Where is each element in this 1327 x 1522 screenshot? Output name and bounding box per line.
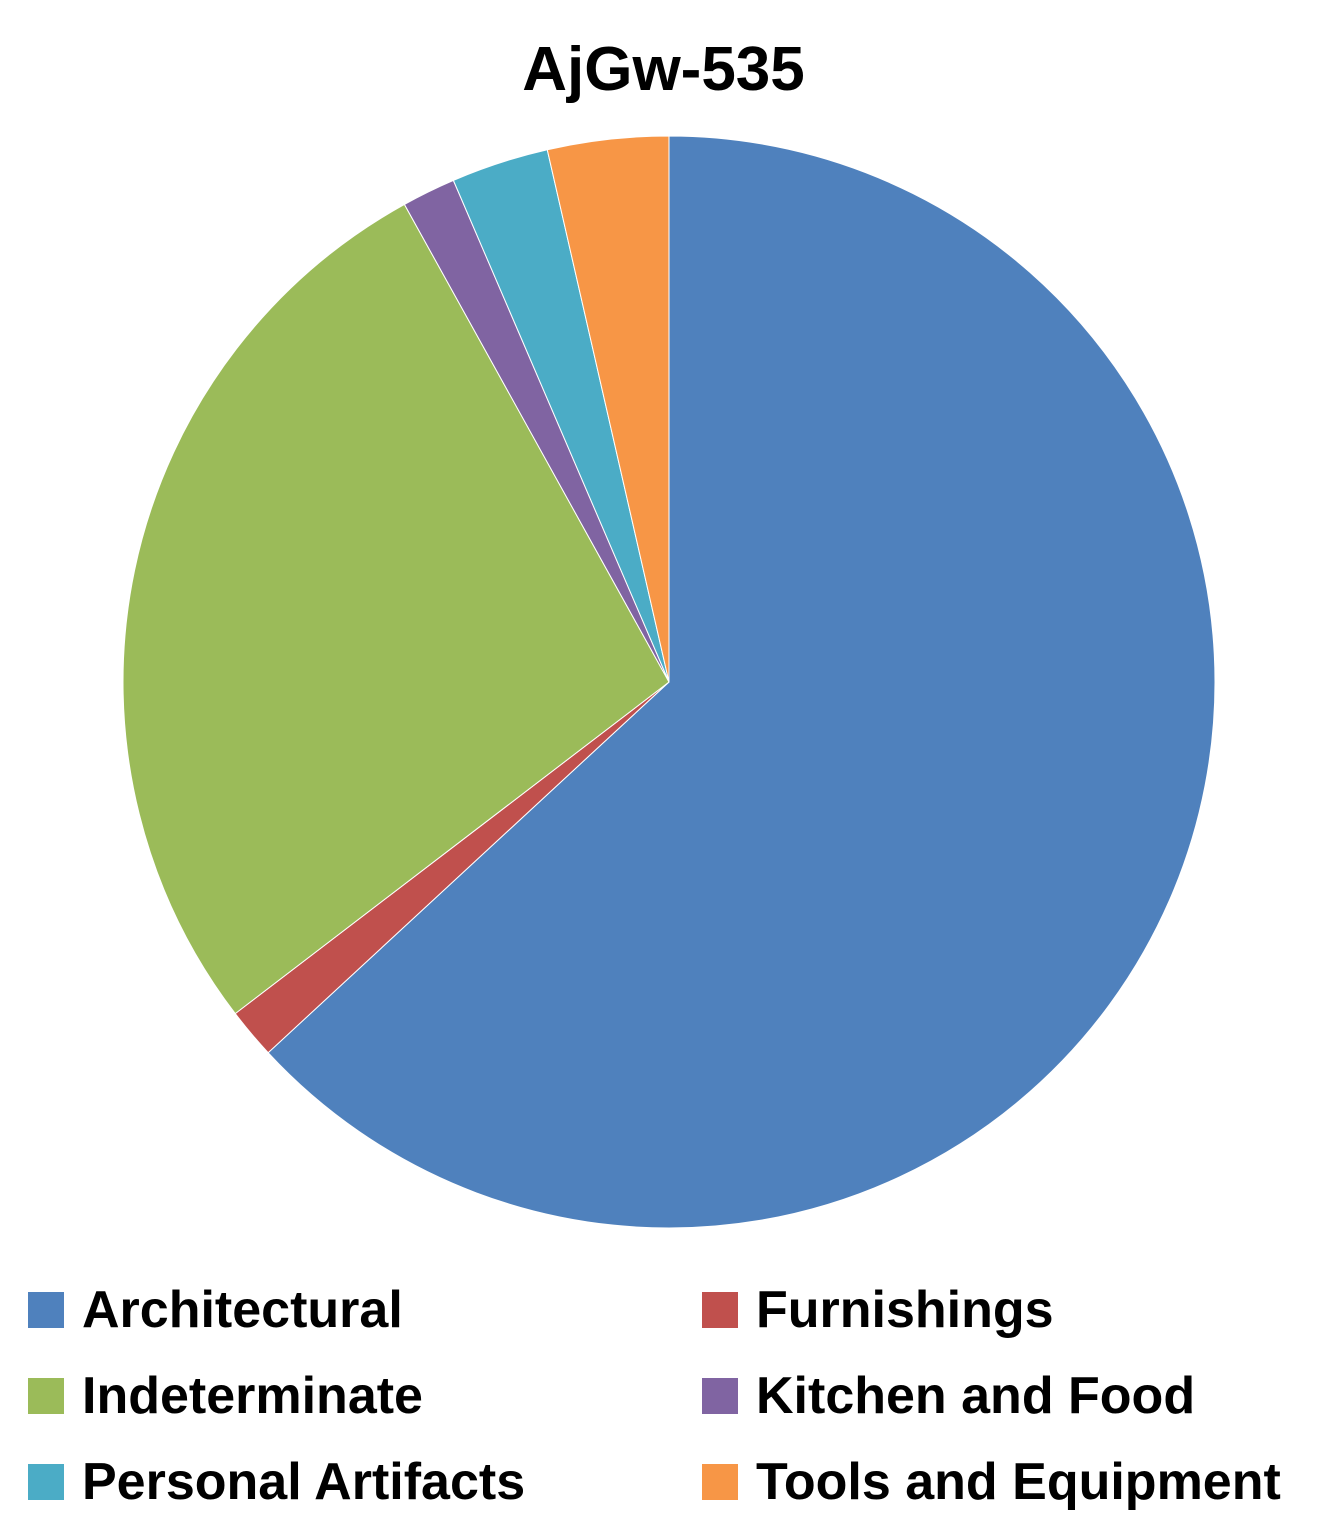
legend-label: Personal Artifacts: [82, 1453, 526, 1511]
legend-swatch-furnishings: [702, 1292, 738, 1328]
pie-slice-indeterminate: [122, 203, 670, 1015]
legend-label: Kitchen and Food: [756, 1367, 1196, 1425]
pie-slice-tools-and-equipment: [546, 135, 670, 683]
legend-label: Indeterminate: [82, 1367, 423, 1425]
legend-item-furnishings: Furnishings: [702, 1270, 1054, 1350]
legend-swatch-personal-artifacts: [28, 1464, 64, 1500]
pie-slice-architectural: [267, 135, 1216, 1229]
legend-swatch-indeterminate: [28, 1378, 64, 1414]
legend-item-personal-artifacts: Personal Artifacts: [28, 1442, 525, 1522]
legend-swatch-architectural: [28, 1292, 64, 1328]
chart-title: AjGw-535: [522, 35, 805, 104]
legend-item-architectural: Architectural: [28, 1270, 403, 1350]
legend-item-indeterminate: Indeterminate: [28, 1356, 423, 1436]
legend-label: Furnishings: [756, 1281, 1054, 1339]
legend-swatch-kitchen-and-food: [702, 1378, 738, 1414]
pie-chart: [122, 135, 1216, 1229]
legend-label: Tools and Equipment: [756, 1453, 1281, 1511]
legend-label: Architectural: [82, 1281, 403, 1339]
legend: Architectural Furnishings Indeterminate …: [0, 1270, 1327, 1511]
legend-item-kitchen-and-food: Kitchen and Food: [702, 1356, 1195, 1436]
legend-swatch-tools-and-equipment: [702, 1464, 738, 1500]
legend-item-tools-and-equipment: Tools and Equipment: [702, 1442, 1281, 1522]
